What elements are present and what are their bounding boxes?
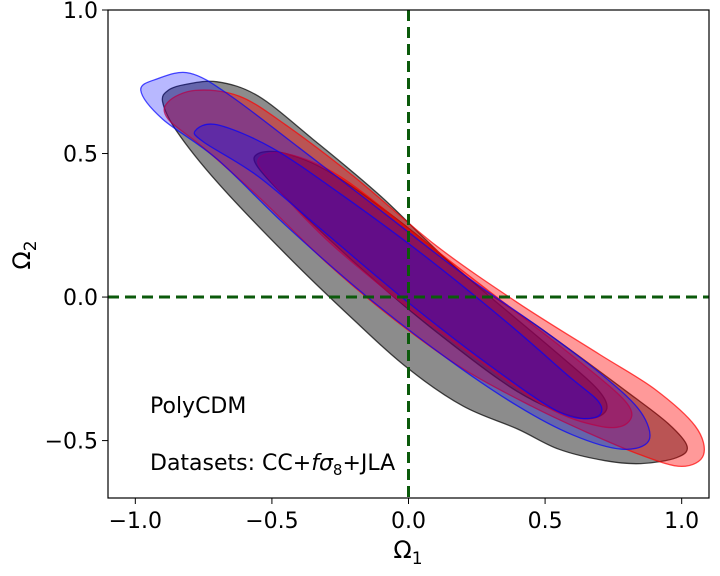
- y-tick-label: −0.5: [45, 430, 98, 455]
- contour-series-3-inner: [193, 123, 603, 420]
- datasets-sigma: σ: [319, 451, 334, 476]
- y-axis-ticks: −0.5 0.0 0.5 1.0: [45, 0, 108, 455]
- x-tick-label: 1.0: [664, 509, 699, 534]
- x-axis-label: Ω1: [393, 536, 422, 569]
- annotation-model-name: PolyCDM: [150, 394, 246, 419]
- datasets-prefix: Datasets: CC+: [150, 451, 311, 476]
- x-tick-label: −0.5: [245, 509, 298, 534]
- annotation-datasets: Datasets: CC+fσ8+JLA: [150, 451, 395, 479]
- contour-series-3-outer: [140, 71, 651, 451]
- contour-series-2-outer: [163, 89, 705, 468]
- x-axis-ticks: −1.0 −0.5 0.0 0.5 1.0: [109, 498, 699, 534]
- contour-series-2-inner: [257, 151, 633, 429]
- datasets-f: f: [311, 451, 322, 476]
- datasets-suffix: +JLA: [342, 451, 395, 476]
- y-tick-label: 1.0: [63, 0, 98, 24]
- x-tick-label: 0.5: [528, 509, 563, 534]
- contour-series-1-outer: [161, 80, 688, 465]
- x-tick-label: −1.0: [109, 509, 162, 534]
- x-tick-label: 0.0: [391, 509, 426, 534]
- y-axis-label-subscript: 2: [21, 240, 41, 251]
- x-axis-label-symbol: Ω: [393, 536, 411, 564]
- reference-lines: [108, 10, 709, 498]
- y-axis-label-symbol: Ω: [8, 251, 36, 269]
- contour-layer: [140, 71, 705, 468]
- y-tick-label: 0.5: [63, 143, 98, 168]
- y-axis-label: Ω2: [8, 240, 41, 269]
- contour-series-1-inner: [253, 150, 608, 420]
- x-axis-label-subscript: 1: [412, 549, 423, 569]
- datasets-sigma-subscript: 8: [333, 461, 343, 479]
- y-tick-label: 0.0: [63, 286, 98, 311]
